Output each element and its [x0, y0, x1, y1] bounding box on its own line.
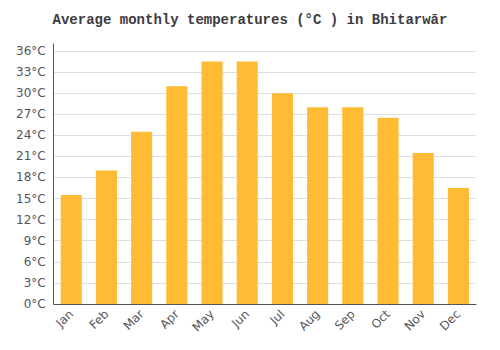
- svg-text:Jun: Jun: [228, 307, 252, 331]
- svg-text:Jan: Jan: [53, 307, 77, 331]
- svg-text:Aug: Aug: [296, 307, 322, 333]
- svg-text:15°C: 15°C: [16, 192, 46, 206]
- svg-text:36°C: 36°C: [16, 44, 46, 58]
- svg-text:Nov: Nov: [402, 307, 428, 333]
- svg-text:Apr: Apr: [157, 307, 182, 332]
- svg-text:Jul: Jul: [267, 307, 288, 328]
- svg-text:33°C: 33°C: [16, 65, 46, 79]
- svg-text:27°C: 27°C: [16, 107, 46, 121]
- svg-text:12°C: 12°C: [16, 213, 46, 227]
- svg-text:Average monthly temperatures (: Average monthly temperatures (°C ) in Bh…: [53, 12, 448, 28]
- svg-text:30°C: 30°C: [16, 86, 46, 100]
- svg-text:Sep: Sep: [332, 307, 358, 333]
- svg-text:9°C: 9°C: [24, 234, 46, 248]
- svg-text:0°C: 0°C: [24, 297, 46, 311]
- svg-text:21°C: 21°C: [16, 149, 46, 163]
- svg-text:18°C: 18°C: [16, 170, 46, 184]
- svg-text:24°C: 24°C: [16, 128, 46, 142]
- svg-text:May: May: [190, 307, 217, 334]
- svg-text:Feb: Feb: [86, 307, 111, 332]
- svg-text:Mar: Mar: [121, 307, 147, 333]
- svg-text:6°C: 6°C: [24, 255, 46, 269]
- svg-text:Dec: Dec: [437, 307, 463, 333]
- svg-text:Oct: Oct: [368, 307, 393, 332]
- svg-text:3°C: 3°C: [24, 276, 46, 290]
